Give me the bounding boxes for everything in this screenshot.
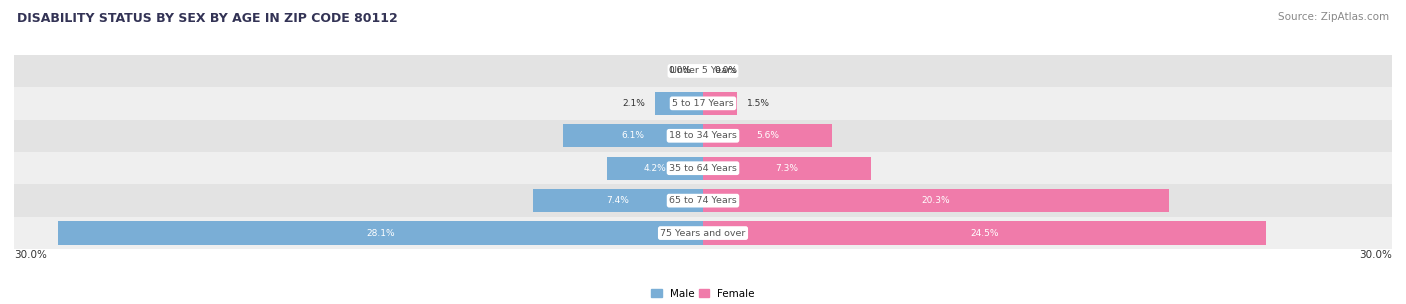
Bar	[562, 124, 703, 147]
Bar	[14, 119, 1392, 152]
Bar	[606, 157, 703, 180]
Text: 30.0%: 30.0%	[14, 250, 46, 260]
Text: 75 Years and over: 75 Years and over	[661, 229, 745, 237]
Bar	[14, 55, 1392, 87]
Text: Source: ZipAtlas.com: Source: ZipAtlas.com	[1278, 12, 1389, 22]
Bar	[703, 124, 831, 147]
Bar	[14, 185, 1392, 217]
Text: 1.5%: 1.5%	[747, 99, 769, 108]
Legend: Male, Female: Male, Female	[651, 288, 755, 299]
Bar	[14, 152, 1392, 185]
Bar	[703, 92, 738, 115]
Text: 65 to 74 Years: 65 to 74 Years	[669, 196, 737, 205]
Text: 4.2%: 4.2%	[644, 164, 666, 173]
Text: 18 to 34 Years: 18 to 34 Years	[669, 131, 737, 140]
Bar	[703, 189, 1170, 212]
Bar	[533, 189, 703, 212]
Text: 35 to 64 Years: 35 to 64 Years	[669, 164, 737, 173]
Bar	[703, 157, 870, 180]
Text: 0.0%: 0.0%	[668, 67, 692, 75]
Text: 7.3%: 7.3%	[775, 164, 799, 173]
Text: DISABILITY STATUS BY SEX BY AGE IN ZIP CODE 80112: DISABILITY STATUS BY SEX BY AGE IN ZIP C…	[17, 12, 398, 25]
Bar	[58, 221, 703, 245]
Bar	[703, 221, 1265, 245]
Bar	[655, 92, 703, 115]
Text: 5.6%: 5.6%	[756, 131, 779, 140]
Text: 24.5%: 24.5%	[970, 229, 998, 237]
Text: 5 to 17 Years: 5 to 17 Years	[672, 99, 734, 108]
Text: 28.1%: 28.1%	[366, 229, 395, 237]
Text: 20.3%: 20.3%	[922, 196, 950, 205]
Bar	[14, 87, 1392, 119]
Text: 0.0%: 0.0%	[714, 67, 738, 75]
Text: 2.1%: 2.1%	[623, 99, 645, 108]
Text: 6.1%: 6.1%	[621, 131, 644, 140]
Bar	[14, 217, 1392, 249]
Text: 30.0%: 30.0%	[1360, 250, 1392, 260]
Text: Under 5 Years: Under 5 Years	[669, 67, 737, 75]
Text: 7.4%: 7.4%	[606, 196, 630, 205]
